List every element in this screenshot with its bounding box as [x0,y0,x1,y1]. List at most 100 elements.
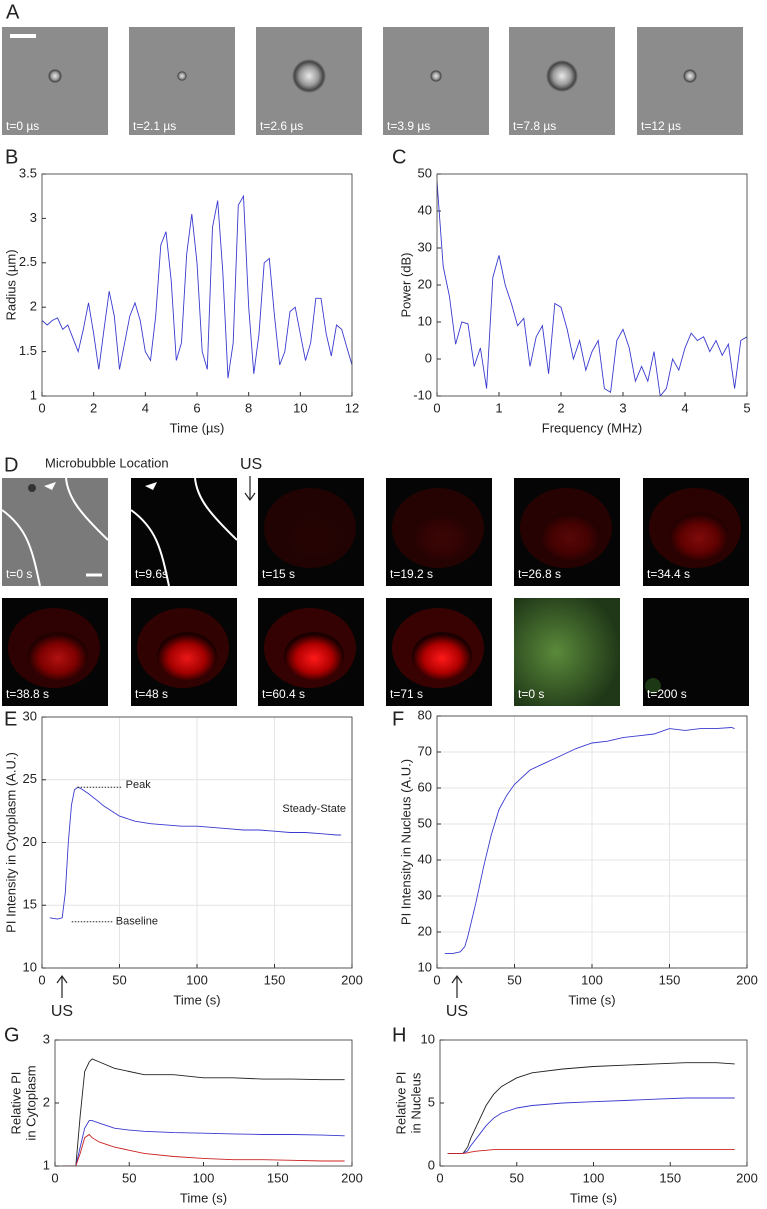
panel-letter: C [392,146,406,168]
micrograph [514,598,620,706]
nucleus [540,512,600,560]
plot-frame [439,1039,748,1167]
frame-caption: t=200 s [647,687,687,701]
x-tick-label: 100 [186,972,208,987]
x-tick-label: 200 [736,1170,758,1185]
y-tick-label: 30 [418,887,432,902]
plot-frame [41,716,353,969]
y-tick-label: 80 [418,707,432,722]
y-tick-label: 10 [418,959,432,974]
data-line [62,1058,345,1166]
x-axis-label: Time (s) [173,992,220,1007]
frame-caption: t=0 s [518,687,544,701]
x-tick-label: 0 [436,1170,443,1185]
y-tick-label: 50 [418,815,432,830]
data-line [447,1149,735,1154]
data-line [447,1097,735,1154]
y-tick-label: 2 [43,1094,50,1109]
plot-area [440,1040,747,1166]
green-spot [645,678,661,694]
frame-caption: t=15 s [262,567,295,581]
plot-area [437,174,747,396]
x-axis-label: Time (µs) [170,420,225,435]
x-tick-label: 1 [495,400,502,415]
nucleus [284,632,344,680]
x-tick-label: 4 [681,400,688,415]
y-axis-label: Relative PI [8,1072,23,1135]
frame-caption: t=0 µs [6,119,39,133]
panel-letter: H [392,1024,406,1046]
x-tick-label: 6 [193,400,200,415]
cell-glow [264,488,356,568]
y-tick-label: 50 [418,165,432,180]
x-tick-label: 150 [267,1170,289,1185]
x-tick-label: 200 [341,1170,363,1185]
arrowhead [145,482,157,490]
panel-letter: D [4,454,18,476]
frame-caption: t=7.8 µs [513,119,556,133]
y-tick-label: 30 [418,239,432,254]
frame-caption: t=38.8 s [6,687,49,701]
plot-frame [436,173,748,397]
x-axis-label: Time (s) [570,1190,617,1205]
y-tick-label: 3 [43,1031,50,1046]
annotation: Peak [126,779,152,791]
data-line [49,786,342,920]
x-tick-label: 12 [345,400,359,415]
x-axis-label: Time (s) [180,1190,227,1205]
x-tick-label: 150 [659,1170,681,1185]
y-tick-label: 20 [418,923,432,938]
x-tick-label: 5 [743,400,750,415]
stimulus-arrow [244,476,256,502]
x-tick-label: 150 [659,972,681,987]
x-tick-label: 3 [619,400,626,415]
y-axis-label: Radius (µm) [3,249,18,320]
micrograph [2,478,108,586]
microbubble [28,484,36,492]
y-axis-label: in Cytoplasm [23,1065,38,1140]
y-tick-label: 40 [418,851,432,866]
y-tick-label: 20 [23,834,37,849]
panel-letter: B [5,146,18,168]
x-tick-label: 2 [90,400,97,415]
y-axis-label: Relative PI [393,1072,408,1135]
x-tick-label: 0 [51,1170,58,1185]
plot-frame [41,173,353,397]
microbubble [430,70,442,82]
y-tick-label: 2.5 [19,254,37,269]
x-tick-label: 0 [38,972,45,987]
annotation: Baseline [116,916,158,928]
microbubble [177,71,187,81]
data-line [42,194,352,379]
plot-frame [436,715,748,969]
y-axis-label: Power (dB) [398,252,413,317]
nucleus [28,632,88,680]
data-line [62,1120,345,1166]
plot-area [55,1040,352,1166]
frame-caption: t=19.2 s [390,567,433,581]
stimulus-arrow [451,974,463,998]
y-tick-label: 10 [23,959,37,974]
x-tick-label: 200 [341,972,363,987]
data-line [444,727,735,955]
y-tick-label: 10 [418,313,432,328]
plot-frame [54,1039,353,1167]
y-tick-label: 60 [418,779,432,794]
y-tick-label: 1.5 [19,343,37,358]
nucleus [669,512,729,560]
x-tick-label: 50 [510,1170,524,1185]
microbubble [546,60,578,92]
frame-caption: t=9.6s [135,567,168,581]
frame-caption: t=48 s [135,687,168,701]
panel-letter: E [4,708,17,730]
plot-area [42,174,352,396]
cell-outline [1,477,109,587]
nucleus [157,632,217,680]
y-tick-label: 20 [418,276,432,291]
nucleus [284,512,344,560]
image-title: Microbubble Location [45,455,169,470]
micrograph [258,478,364,586]
frame-caption: t=34.4 s [647,567,690,581]
cell-outline [130,477,238,587]
